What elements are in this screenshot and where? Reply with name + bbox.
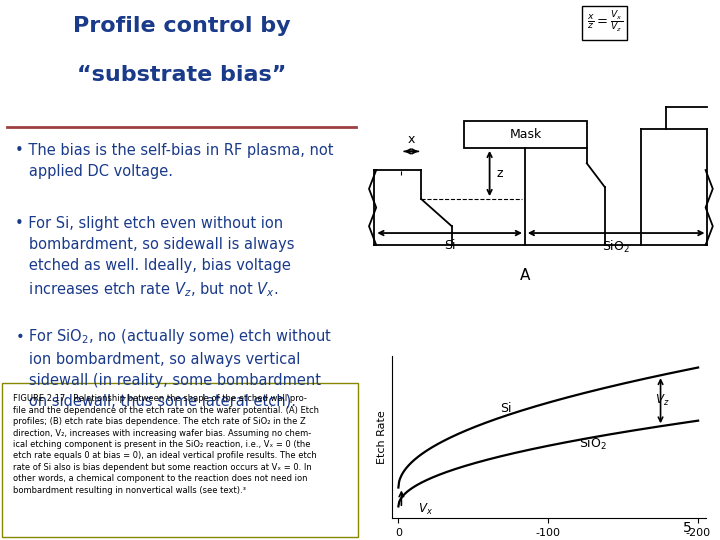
Text: • For Si, slight etch even without ion
   bombardment, so sidewall is always
   : • For Si, slight etch even without ion b… [14,216,294,299]
Text: $V_z$: $V_z$ [654,393,669,408]
Text: FIGURE 2.17   Relationship between the shape of the etched wall pro-
file and th: FIGURE 2.17 Relationship between the sha… [13,394,319,495]
Text: • The bias is the self-bias in RF plasma, not
   applied DC voltage.: • The bias is the self-bias in RF plasma… [14,143,333,179]
Text: A: A [520,268,530,283]
Text: “substrate bias”: “substrate bias” [77,65,287,85]
Text: 5: 5 [683,521,691,535]
Text: $\frac{x}{z} = \frac{V_x}{V_z}$: $\frac{x}{z} = \frac{V_x}{V_z}$ [587,10,623,35]
FancyBboxPatch shape [2,383,358,537]
Text: Si: Si [444,239,455,252]
Text: Profile control by: Profile control by [73,16,291,36]
Text: x: x [408,133,415,146]
Text: SiO$_2$: SiO$_2$ [602,239,630,255]
Text: • For SiO$_2$, no (actually some) etch without
   ion bombardment, so always ver: • For SiO$_2$, no (actually some) etch w… [14,327,332,409]
Text: Si: Si [500,402,512,415]
Text: $V_x$: $V_x$ [418,502,433,517]
Text: SiO$_2$: SiO$_2$ [579,436,607,452]
Bar [464,121,587,148]
Text: z: z [496,167,503,180]
Text: Mask: Mask [510,128,541,141]
Y-axis label: Etch Rate: Etch Rate [377,410,387,464]
